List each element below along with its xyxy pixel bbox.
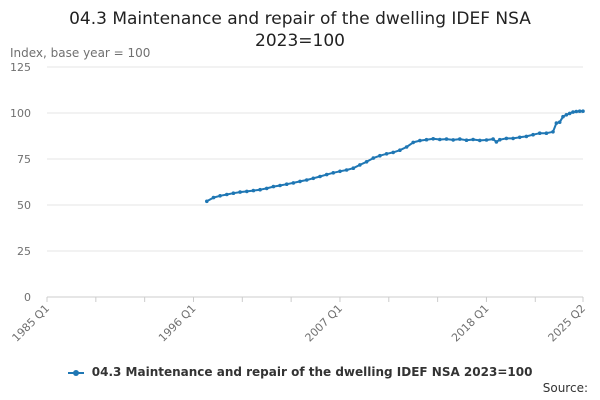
data-point-53[interactable] (551, 130, 555, 134)
data-point-36[interactable] (444, 137, 449, 141)
legend-swatch (67, 369, 84, 377)
data-point-44[interactable] (494, 140, 499, 144)
data-point-12[interactable] (284, 182, 289, 186)
data-point-58[interactable] (567, 111, 572, 116)
data-point-23[interactable] (358, 163, 362, 167)
data-point-20[interactable] (338, 169, 342, 174)
source-label: Source: (542, 381, 588, 395)
data-point-5[interactable] (238, 190, 242, 194)
data-point-25[interactable] (371, 156, 376, 160)
data-point-1[interactable] (211, 195, 216, 200)
data-point-4[interactable] (231, 191, 236, 195)
chart-title-line-2: 2023=100 (255, 31, 345, 51)
data-point-11[interactable] (278, 183, 282, 188)
data-point-34[interactable] (431, 137, 436, 141)
data-point-30[interactable] (404, 145, 409, 149)
data-point-2[interactable] (218, 194, 222, 198)
data-point-16[interactable] (311, 176, 316, 181)
data-point-24[interactable] (364, 160, 369, 164)
data-point-61[interactable] (577, 109, 582, 113)
data-point-15[interactable] (304, 178, 309, 182)
y-tick-label: 100 (10, 107, 31, 120)
x-tick-label: 2025 Q2 (546, 302, 589, 345)
data-point-28[interactable] (391, 150, 396, 155)
data-point-59[interactable] (571, 110, 575, 114)
data-point-19[interactable] (331, 171, 336, 175)
data-point-42[interactable] (484, 138, 489, 142)
data-point-35[interactable] (438, 137, 442, 142)
y-tick-label: 75 (17, 153, 31, 166)
data-point-9[interactable] (264, 186, 269, 191)
data-point-52[interactable] (544, 131, 549, 135)
data-point-49[interactable] (524, 134, 529, 139)
data-point-3[interactable] (225, 192, 229, 197)
chart-title-line-1: 04.3 Maintenance and repair of the dwell… (69, 9, 531, 29)
data-point-31[interactable] (411, 140, 416, 145)
y-tick-label: 50 (17, 199, 31, 212)
data-point-43[interactable] (491, 137, 495, 141)
series-line-0 (206, 110, 583, 203)
x-tick-label: 1996 Q1 (156, 302, 199, 345)
data-point-0[interactable] (205, 199, 209, 204)
y-tick-label: 25 (17, 245, 31, 258)
y-tick-label: 0 (24, 291, 31, 304)
data-point-6[interactable] (245, 189, 249, 194)
data-point-57[interactable] (564, 113, 569, 117)
data-point-17[interactable] (318, 174, 322, 179)
data-point-7[interactable] (251, 188, 256, 193)
data-point-8[interactable] (258, 187, 262, 192)
x-axis-ticks: 1985 Q1 1996 Q1 2007 Q1 2018 Q1 2025 Q2 (10, 297, 589, 345)
legend[interactable]: 04.3 Maintenance and repair of the dwell… (0, 365, 600, 379)
data-point-33[interactable] (424, 137, 429, 142)
data-point-39[interactable] (464, 138, 469, 142)
data-point-21[interactable] (344, 168, 349, 172)
y-axis-label: Index, base year = 100 (10, 46, 150, 60)
data-point-45[interactable] (498, 137, 502, 142)
data-point-50[interactable] (531, 132, 535, 137)
data-point-48[interactable] (517, 135, 522, 140)
data-point-37[interactable] (451, 138, 456, 142)
data-point-62[interactable] (581, 109, 585, 113)
data-point-14[interactable] (298, 179, 302, 184)
x-tick-label: 1985 Q1 (10, 302, 53, 345)
data-point-40[interactable] (471, 137, 475, 142)
data-point-51[interactable] (537, 131, 542, 135)
series-group (205, 109, 585, 204)
data-point-13[interactable] (291, 181, 296, 185)
data-point-32[interactable] (418, 138, 422, 143)
data-point-47[interactable] (511, 136, 515, 141)
data-point-56[interactable] (561, 114, 565, 119)
y-tick-label: 125 (10, 61, 31, 74)
data-point-29[interactable] (398, 148, 402, 152)
data-point-41[interactable] (478, 138, 482, 143)
legend-label: 04.3 Maintenance and repair of the dwell… (91, 365, 533, 379)
data-point-10[interactable] (271, 184, 276, 189)
data-point-26[interactable] (378, 153, 382, 158)
chart-title: 04.3 Maintenance and repair of the dwell… (0, 8, 600, 52)
x-tick-label: 2018 Q1 (449, 302, 492, 345)
data-point-27[interactable] (384, 152, 389, 156)
y-axis-ticks: 0 25 50 75 100 125 (10, 61, 31, 304)
data-point-54[interactable] (554, 121, 559, 125)
data-point-55[interactable] (557, 120, 562, 124)
data-point-46[interactable] (504, 136, 509, 141)
data-point-22[interactable] (351, 166, 356, 170)
data-point-18[interactable] (324, 172, 329, 177)
data-point-60[interactable] (574, 109, 579, 114)
gridlines (47, 66, 583, 298)
x-tick-label: 2007 Q1 (303, 302, 346, 345)
data-point-38[interactable] (458, 137, 462, 141)
